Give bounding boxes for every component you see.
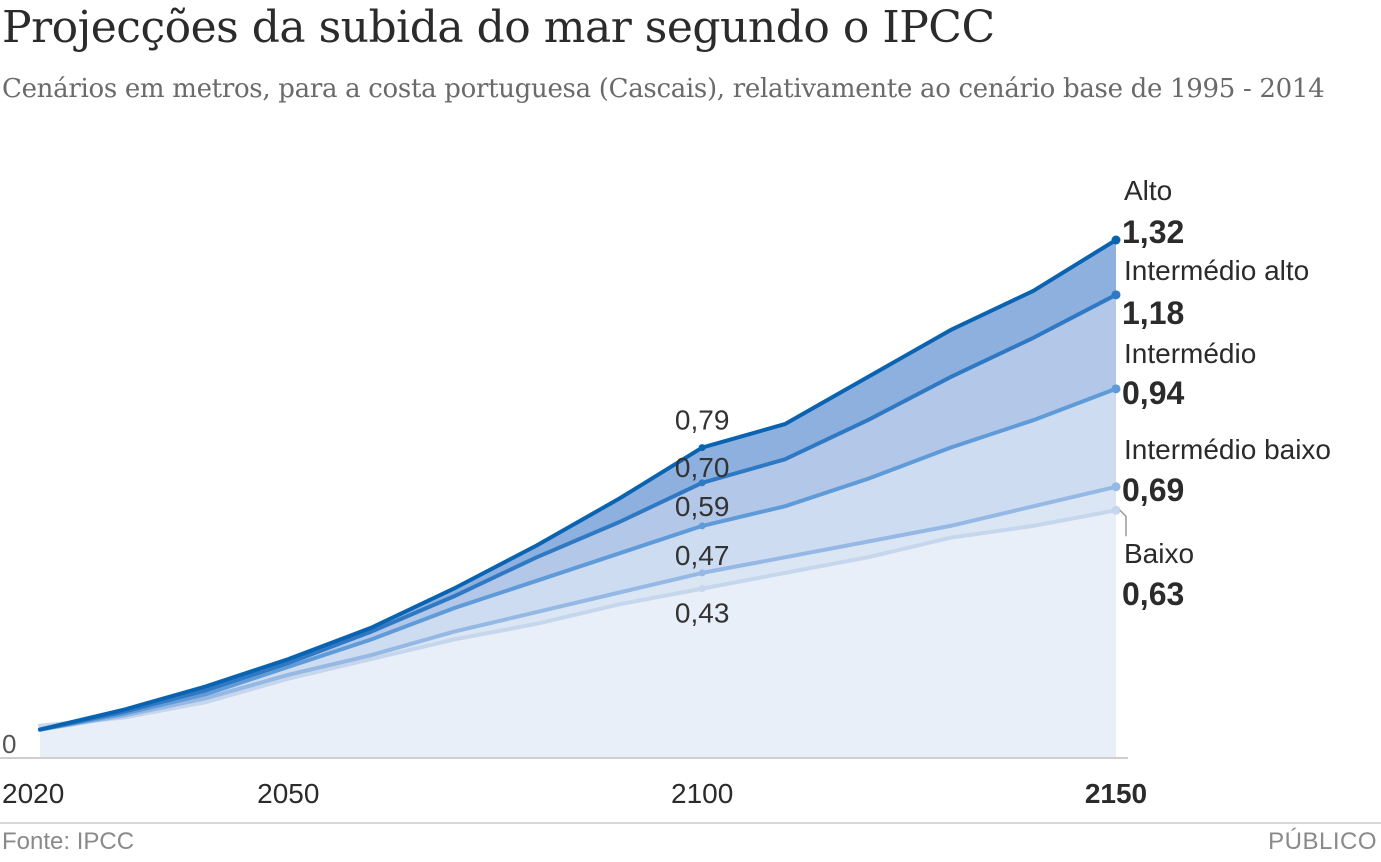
marker-2150-intermedio [1111, 384, 1121, 394]
series-value-label: 0,63 [1122, 576, 1184, 612]
line-intermedio-alto [38, 292, 1118, 732]
area-baixo [40, 510, 1116, 757]
x-tick-label: 2150 [1085, 778, 1147, 809]
series-name-label: Intermédio alto [1124, 255, 1309, 286]
series-name-label: Intermédio baixo [1124, 434, 1331, 465]
footer-divider [0, 822, 1381, 824]
marker-2150-intermedio-alto [1111, 290, 1121, 300]
series-value-label: 1,32 [1122, 214, 1184, 250]
value-label-2100: 0,43 [675, 598, 730, 629]
series-lines [38, 235, 1121, 732]
x-tick-label: 2050 [257, 778, 319, 809]
marker-2150-alto [1111, 235, 1121, 245]
value-label-2100: 0,70 [675, 452, 730, 483]
series-value-label: 0,69 [1122, 472, 1184, 508]
chart-subtitle: Cenários em metros, para a costa portugu… [2, 74, 1325, 104]
series-labels: 0,79 0,70 0,59 0,47 0,43 Alto 1,32 Intermédio a… [675, 175, 1331, 629]
line-intermedio [38, 386, 1118, 732]
x-tick-label: 2020 [2, 778, 64, 809]
series-value-label: 1,18 [1122, 295, 1184, 331]
line-intermedio-baixo [38, 484, 1118, 732]
marker-2150-baixo [1111, 505, 1121, 515]
marker-2100-intermedio [698, 522, 706, 530]
series-name-label: Alto [1124, 175, 1172, 206]
value-label-2100: 0,59 [675, 491, 730, 522]
y-tick-label: 0 [2, 729, 16, 759]
marker-2100-alto [698, 444, 706, 452]
marker-2100-baixo [698, 585, 706, 593]
series-value-label: 0,94 [1122, 375, 1184, 411]
series-name-label: Baixo [1124, 538, 1194, 569]
series-name-label: Intermédio [1124, 338, 1256, 369]
source-note: Fonte: IPCC [2, 828, 135, 855]
marker-2100-intermedio-baixo [698, 569, 706, 577]
x-axis: 0 2020 2050 2100 2150 [0, 729, 1147, 809]
brand-logo: PÚBLICO [1268, 828, 1377, 855]
marker-2100-intermedio-alto [698, 479, 706, 487]
chart-title: Projecções da subida do mar segundo o IP… [2, 2, 995, 53]
marker-2150-intermedio-baixo [1111, 482, 1121, 492]
line-baixo [38, 508, 1118, 728]
value-label-2100: 0,47 [675, 540, 730, 571]
label-connector [1119, 509, 1127, 537]
line-alto [38, 238, 1118, 732]
value-label-2100: 0,79 [675, 405, 730, 436]
x-tick-label: 2100 [671, 778, 733, 809]
series-areas [40, 240, 1116, 757]
